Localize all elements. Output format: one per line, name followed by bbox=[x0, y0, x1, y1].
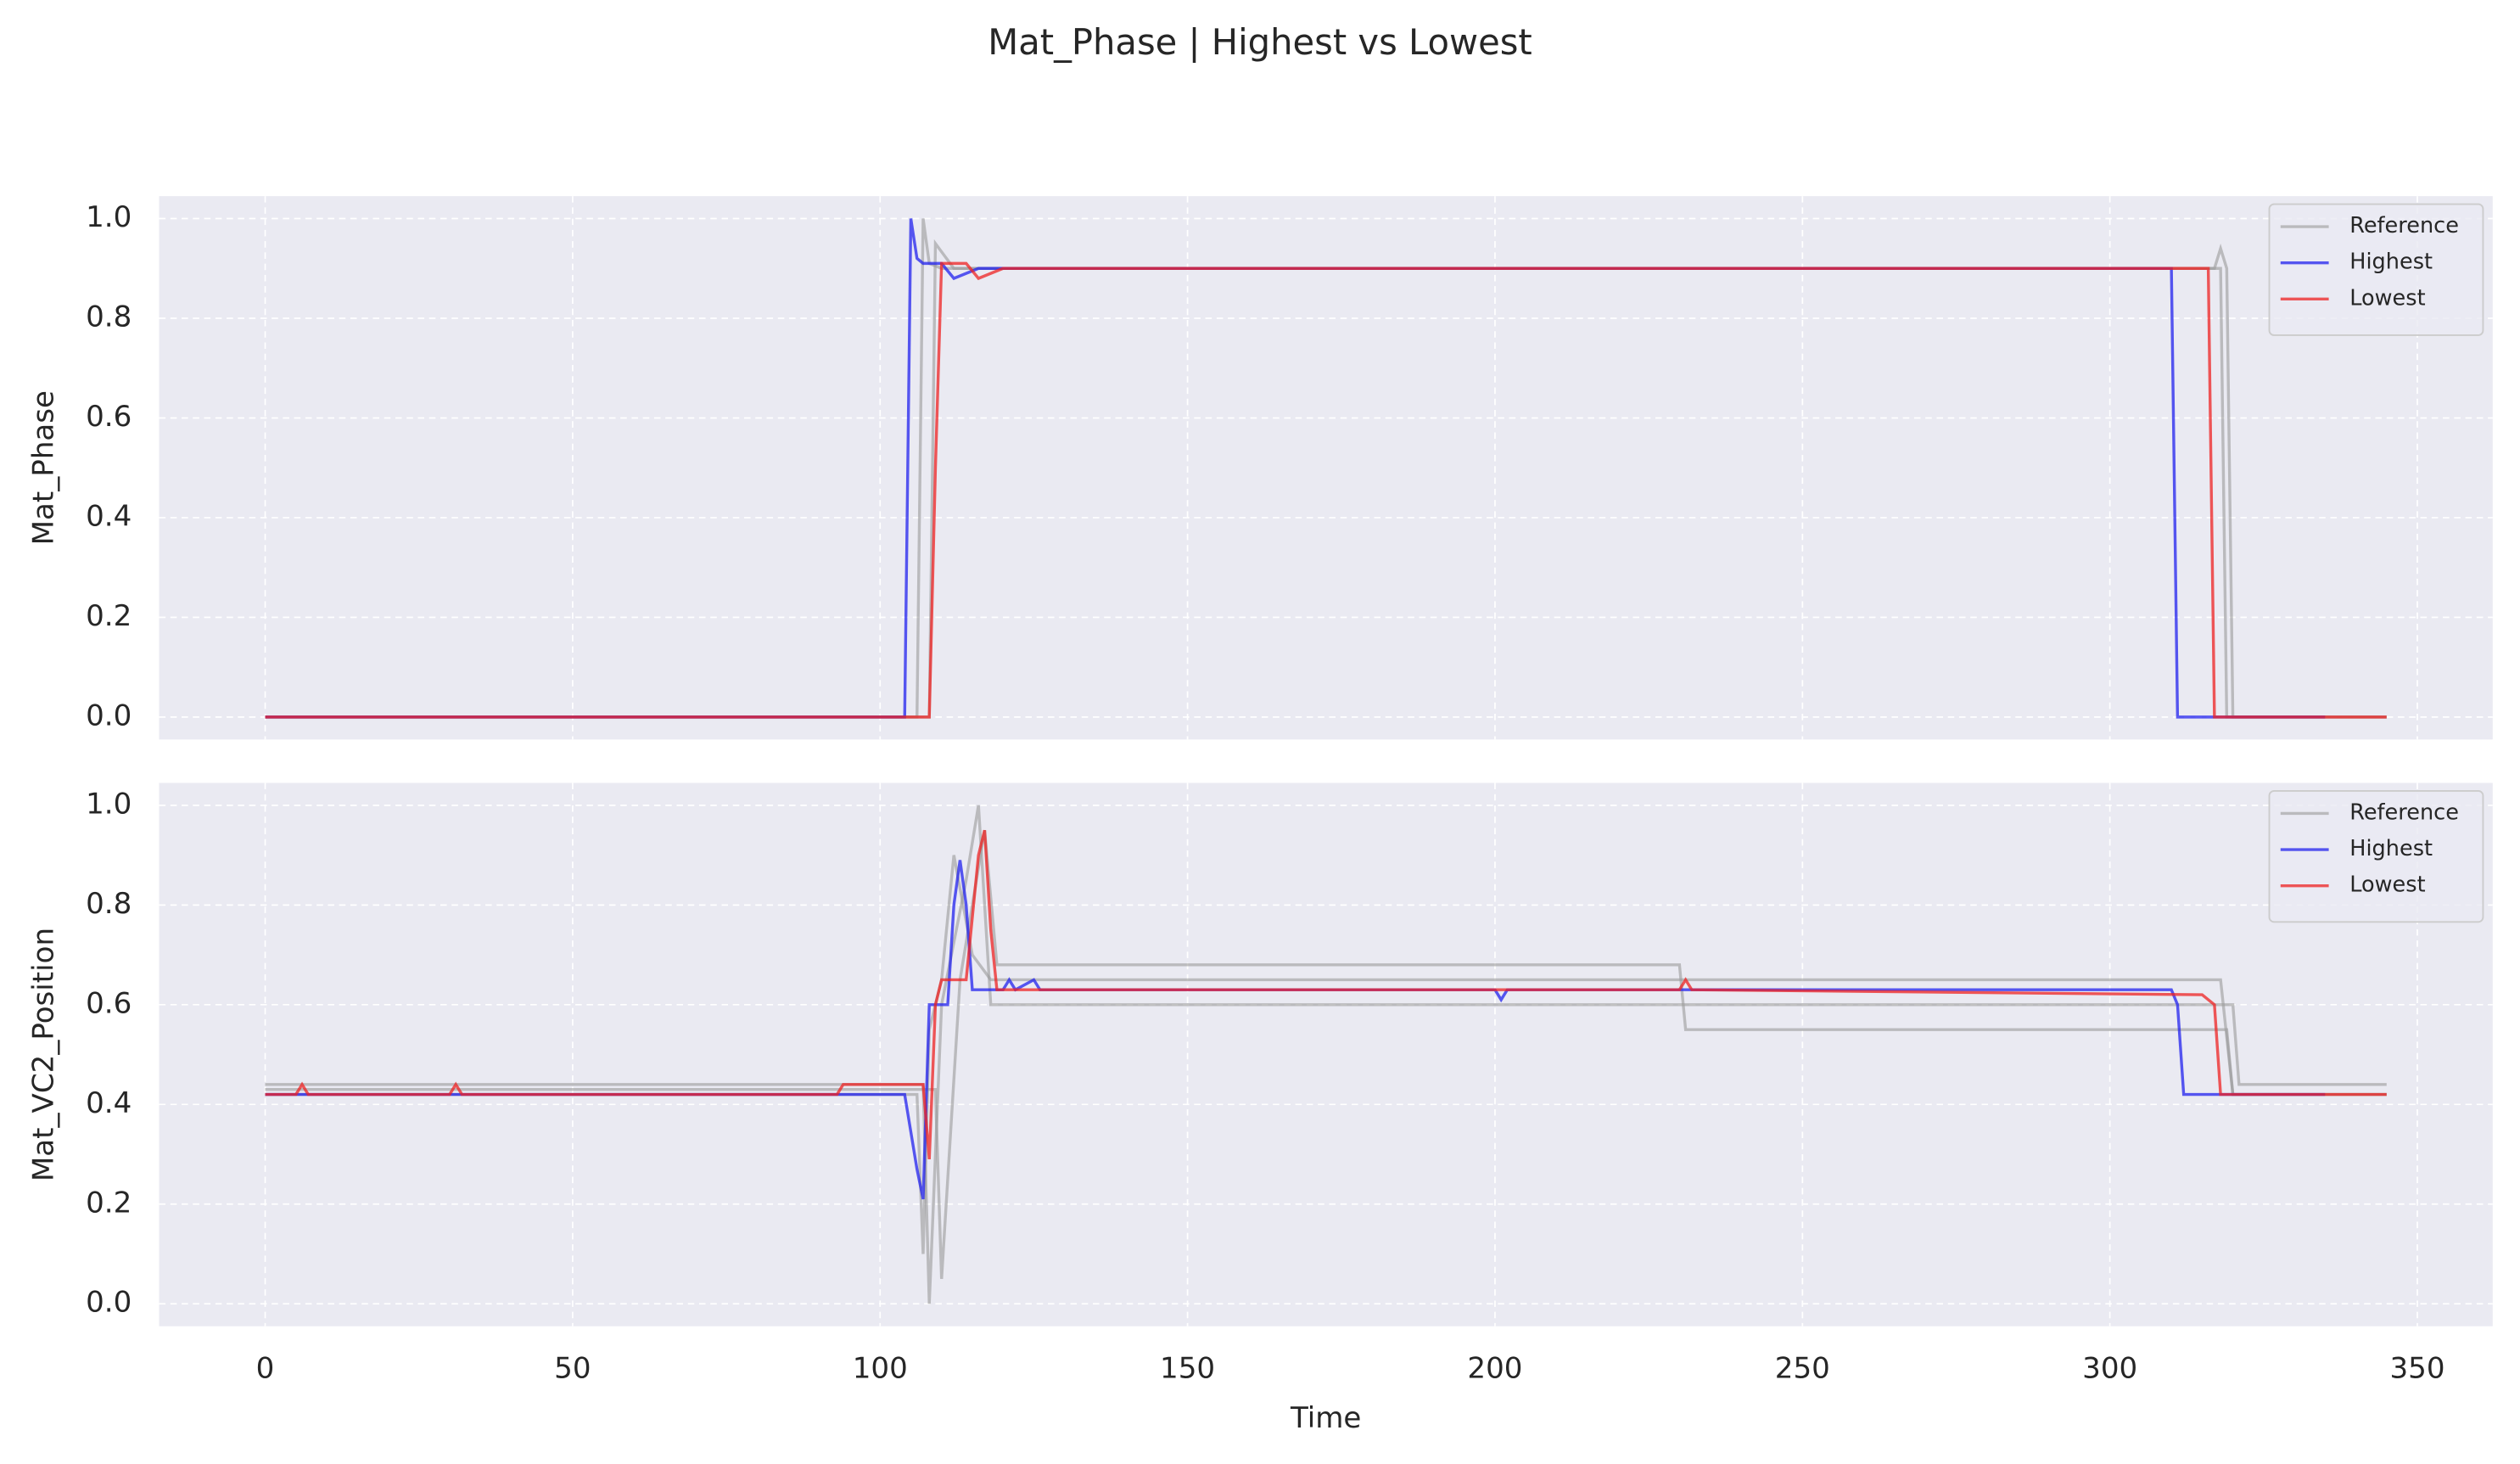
data-line bbox=[265, 261, 2387, 719]
y-tick-label: 0.0 bbox=[86, 1286, 132, 1320]
y-tick-label: 0.2 bbox=[86, 1186, 132, 1220]
legend-box bbox=[2268, 789, 2484, 923]
y-tick-label: 0.4 bbox=[86, 1086, 132, 1120]
y-tick-label: 0.6 bbox=[86, 400, 132, 434]
x-tick-label: 350 bbox=[2389, 1351, 2444, 1385]
y-tick-label: 0.4 bbox=[86, 499, 132, 533]
y-tick-label: 1.0 bbox=[86, 787, 132, 821]
data-line bbox=[265, 829, 2387, 1160]
figure-title: Mat_Phase | Highest vs Lowest bbox=[988, 21, 1532, 63]
legend-label: Reference bbox=[2349, 799, 2459, 825]
y-axis-label: Mat_Phase bbox=[27, 390, 61, 545]
y-axis-label: Mat_VC2_Position bbox=[27, 928, 61, 1181]
y-tick-label: 0.8 bbox=[86, 887, 132, 921]
y-tick-label: 0.6 bbox=[86, 986, 132, 1020]
data-line bbox=[265, 238, 2387, 719]
data-line bbox=[265, 218, 2326, 719]
legend-label: Reference bbox=[2349, 213, 2459, 238]
legend-label: Lowest bbox=[2349, 872, 2425, 898]
legend-box bbox=[2268, 203, 2484, 336]
x-tick-label: 50 bbox=[554, 1351, 591, 1385]
legend-label: Highest bbox=[2349, 836, 2433, 861]
x-tick-label: 150 bbox=[1160, 1351, 1215, 1385]
data-line bbox=[265, 855, 2387, 1254]
x-tick-label: 250 bbox=[1775, 1351, 1830, 1385]
x-tick-label: 200 bbox=[1467, 1351, 1522, 1385]
x-tick-label: 100 bbox=[853, 1351, 908, 1385]
plot-background bbox=[159, 782, 2493, 1327]
x-tick-label: 300 bbox=[2082, 1351, 2137, 1385]
x-tick-label: 0 bbox=[256, 1351, 275, 1385]
x-axis-label: Time bbox=[1290, 1401, 1361, 1435]
y-tick-label: 0.2 bbox=[86, 599, 132, 633]
y-tick-label: 0.8 bbox=[86, 300, 132, 334]
data-line bbox=[265, 805, 2387, 1304]
legend-label: Highest bbox=[2349, 250, 2433, 275]
legend-label: Lowest bbox=[2349, 285, 2425, 311]
data-line bbox=[265, 829, 2387, 1279]
y-tick-label: 1.0 bbox=[86, 200, 132, 234]
plot-background bbox=[159, 196, 2493, 740]
y-tick-label: 0.0 bbox=[86, 698, 132, 732]
